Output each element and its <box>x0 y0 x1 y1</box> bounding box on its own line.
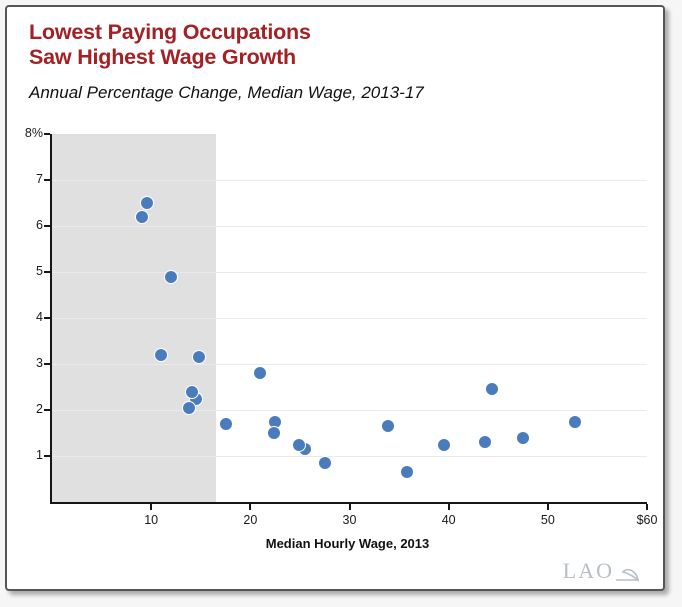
data-point <box>140 196 155 210</box>
y-axis-tick <box>44 179 50 181</box>
x-axis-tick-label: 20 <box>243 513 258 527</box>
gridline-y-6 <box>52 225 647 227</box>
lao-logo-quill-icon <box>616 568 640 582</box>
x-axis-tick-label: 50 <box>540 513 555 527</box>
gridline-y-4 <box>52 317 647 319</box>
gridline-y-2 <box>52 409 647 411</box>
y-axis-tick-label: 4 <box>36 310 43 324</box>
y-axis-tick <box>44 225 50 227</box>
x-axis-tick-label: 30 <box>342 513 357 527</box>
data-point <box>485 382 500 397</box>
data-point <box>184 384 199 399</box>
y-axis-tick <box>44 363 50 365</box>
gridline-y-5 <box>52 271 647 273</box>
data-point <box>381 419 396 434</box>
y-axis-tick-label: 6 <box>36 218 43 232</box>
y-axis-tick-label: 7 <box>36 172 43 186</box>
y-axis-tick-label: 5 <box>36 264 43 278</box>
x-axis-title: Median Hourly Wage, 2013 <box>265 536 430 551</box>
y-axis-tick <box>44 409 50 411</box>
data-point <box>191 350 206 365</box>
data-point <box>164 269 178 284</box>
y-axis-tick-label: 8% <box>24 126 43 140</box>
gridline-y-3 <box>52 363 647 365</box>
data-point <box>154 347 169 362</box>
x-axis-tick-label: 40 <box>441 513 456 527</box>
data-point <box>291 437 306 452</box>
data-point <box>478 435 493 450</box>
y-axis-tick-label: 3 <box>36 356 43 370</box>
lao-logo: LAO <box>563 558 641 584</box>
x-axis-tick <box>447 504 450 510</box>
chart-card: Lowest Paying Occupations Saw Highest Wa… <box>5 5 665 591</box>
y-axis-tick <box>44 455 50 457</box>
data-point <box>567 414 582 429</box>
data-point <box>317 455 332 470</box>
y-axis-tick <box>44 271 50 273</box>
x-axis-tick <box>150 504 153 510</box>
data-point <box>135 209 150 224</box>
data-point <box>181 400 196 415</box>
x-axis-tick <box>249 504 252 510</box>
y-axis-tick-label: 2 <box>36 402 43 416</box>
chart-title-line2: Saw Highest Wage Growth <box>29 45 296 69</box>
data-point <box>218 416 233 431</box>
chart-title: Lowest Paying Occupations Saw Highest Wa… <box>29 20 311 70</box>
data-point <box>436 437 451 452</box>
data-point <box>516 430 531 445</box>
x-axis-tick-label: 10 <box>144 513 159 527</box>
data-point <box>400 465 415 480</box>
lao-logo-text: LAO <box>562 558 614 583</box>
data-point <box>267 426 282 440</box>
x-axis-tick <box>348 504 351 510</box>
x-axis-tick-label: $60 <box>636 513 658 527</box>
x-axis-tick <box>646 504 648 510</box>
y-axis-tick <box>44 317 50 319</box>
chart-title-line1: Lowest Paying Occupations <box>29 20 311 44</box>
data-point <box>253 366 268 381</box>
y-axis-tick <box>44 133 50 135</box>
y-axis-tick-label: 1 <box>36 448 43 462</box>
plot-area: 1 2 3 4 5 6 7 8% 10 20 30 40 50 $60 <box>25 126 658 527</box>
x-axis-tick <box>546 504 549 510</box>
gridline-y-7 <box>52 179 647 181</box>
chart-subtitle: Annual Percentage Change, Median Wage, 2… <box>29 83 424 102</box>
gridline-y-1 <box>52 455 647 457</box>
